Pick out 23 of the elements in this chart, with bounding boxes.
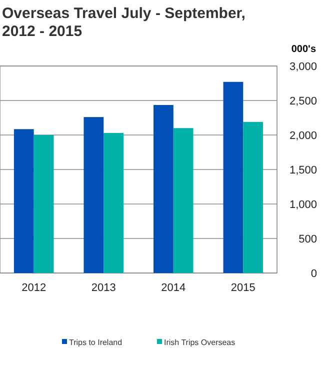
legend-label: Irish Trips Overseas xyxy=(164,338,236,347)
x-tick-label: 2015 xyxy=(230,282,256,294)
bar xyxy=(223,82,244,273)
y-tick-label: 0 xyxy=(310,268,317,280)
bar xyxy=(34,135,54,273)
y-tick-label: 2,000 xyxy=(289,130,317,142)
bar xyxy=(14,129,34,273)
y-tick-label: 1,500 xyxy=(289,164,317,176)
x-tick-label: 2014 xyxy=(161,282,186,294)
x-tick-label: 2013 xyxy=(91,282,116,294)
bar xyxy=(104,132,124,273)
bar xyxy=(84,117,104,273)
y-tick-label: 2,500 xyxy=(289,96,317,108)
bar xyxy=(173,128,194,273)
y-tick-label: 1,000 xyxy=(289,199,317,211)
chart-title: Overseas Travel July - September, 2012 - 2015 xyxy=(2,5,246,40)
y-axis-title: 000's xyxy=(291,44,316,55)
y-tick-label: 3,000 xyxy=(289,61,317,73)
bar xyxy=(154,104,174,273)
legend-label: Trips to Ireland xyxy=(69,338,122,347)
bar xyxy=(243,122,264,273)
x-tick-label: 2012 xyxy=(22,282,46,294)
y-tick-label: 500 xyxy=(298,234,317,246)
